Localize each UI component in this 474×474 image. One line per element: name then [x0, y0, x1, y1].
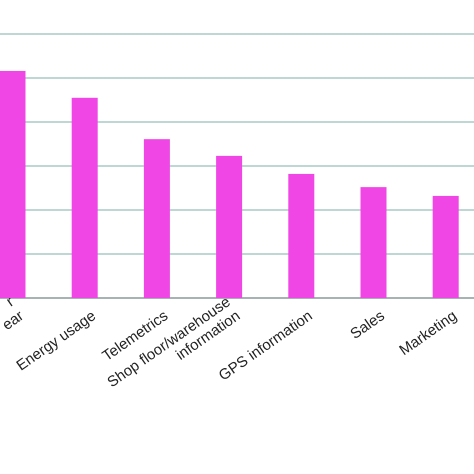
x-tick-label: rear	[0, 293, 27, 333]
x-tick-label: Sales	[347, 307, 387, 342]
bar	[288, 173, 315, 298]
bar	[432, 195, 459, 298]
bar	[71, 97, 98, 298]
x-tick-label-line: Marketing	[396, 307, 460, 359]
x-tick-label: Energy usage	[13, 307, 99, 374]
bar	[216, 155, 243, 298]
x-tick-label: Marketing	[396, 307, 460, 359]
bar	[143, 139, 170, 298]
x-tick-label-line: Energy usage	[13, 307, 99, 374]
x-tick-label-line: ear	[0, 307, 27, 333]
x-tick-label-line: Sales	[347, 307, 387, 342]
bar	[360, 187, 387, 298]
bar	[0, 70, 26, 299]
